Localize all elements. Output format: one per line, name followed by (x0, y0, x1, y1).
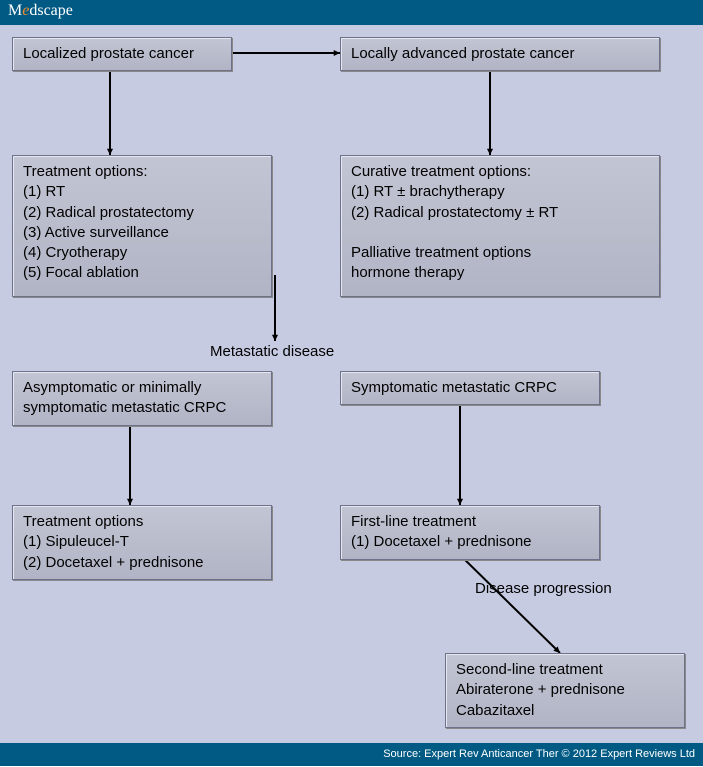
brand-pre: M (8, 2, 22, 19)
node-treatment-options-locally-advanced: Curative treatment options: (1) RT ± bra… (340, 155, 660, 297)
brand-post: dscape (29, 2, 73, 19)
node-locally-advanced-prostate-cancer: Locally advanced prostate cancer (340, 37, 660, 71)
flowchart-canvas: Localized prostate cancer Locally advanc… (0, 24, 703, 744)
node-treatment-options-localized: Treatment options: (1) RT (2) Radical pr… (12, 155, 272, 297)
node-treatment-options-asymptomatic: Treatment options (1) Sipuleucel-T (2) D… (12, 505, 272, 580)
label-metastatic-disease: Metastatic disease (210, 343, 334, 360)
label-disease-progression: Disease progression (475, 580, 612, 597)
source-footer: Source: Expert Rev Anticancer Ther © 201… (0, 744, 703, 766)
node-localized-prostate-cancer: Localized prostate cancer (12, 37, 232, 71)
node-asymptomatic-crpc: Asymptomatic or minimally symptomatic me… (12, 371, 272, 426)
node-first-line-treatment: First-line treatment (1) Docetaxel + pre… (340, 505, 600, 560)
node-second-line-treatment: Second-line treatment Abiraterone + pred… (445, 653, 685, 728)
brand-header: Medscape (0, 0, 703, 24)
node-symptomatic-crpc: Symptomatic metastatic CRPC (340, 371, 600, 405)
